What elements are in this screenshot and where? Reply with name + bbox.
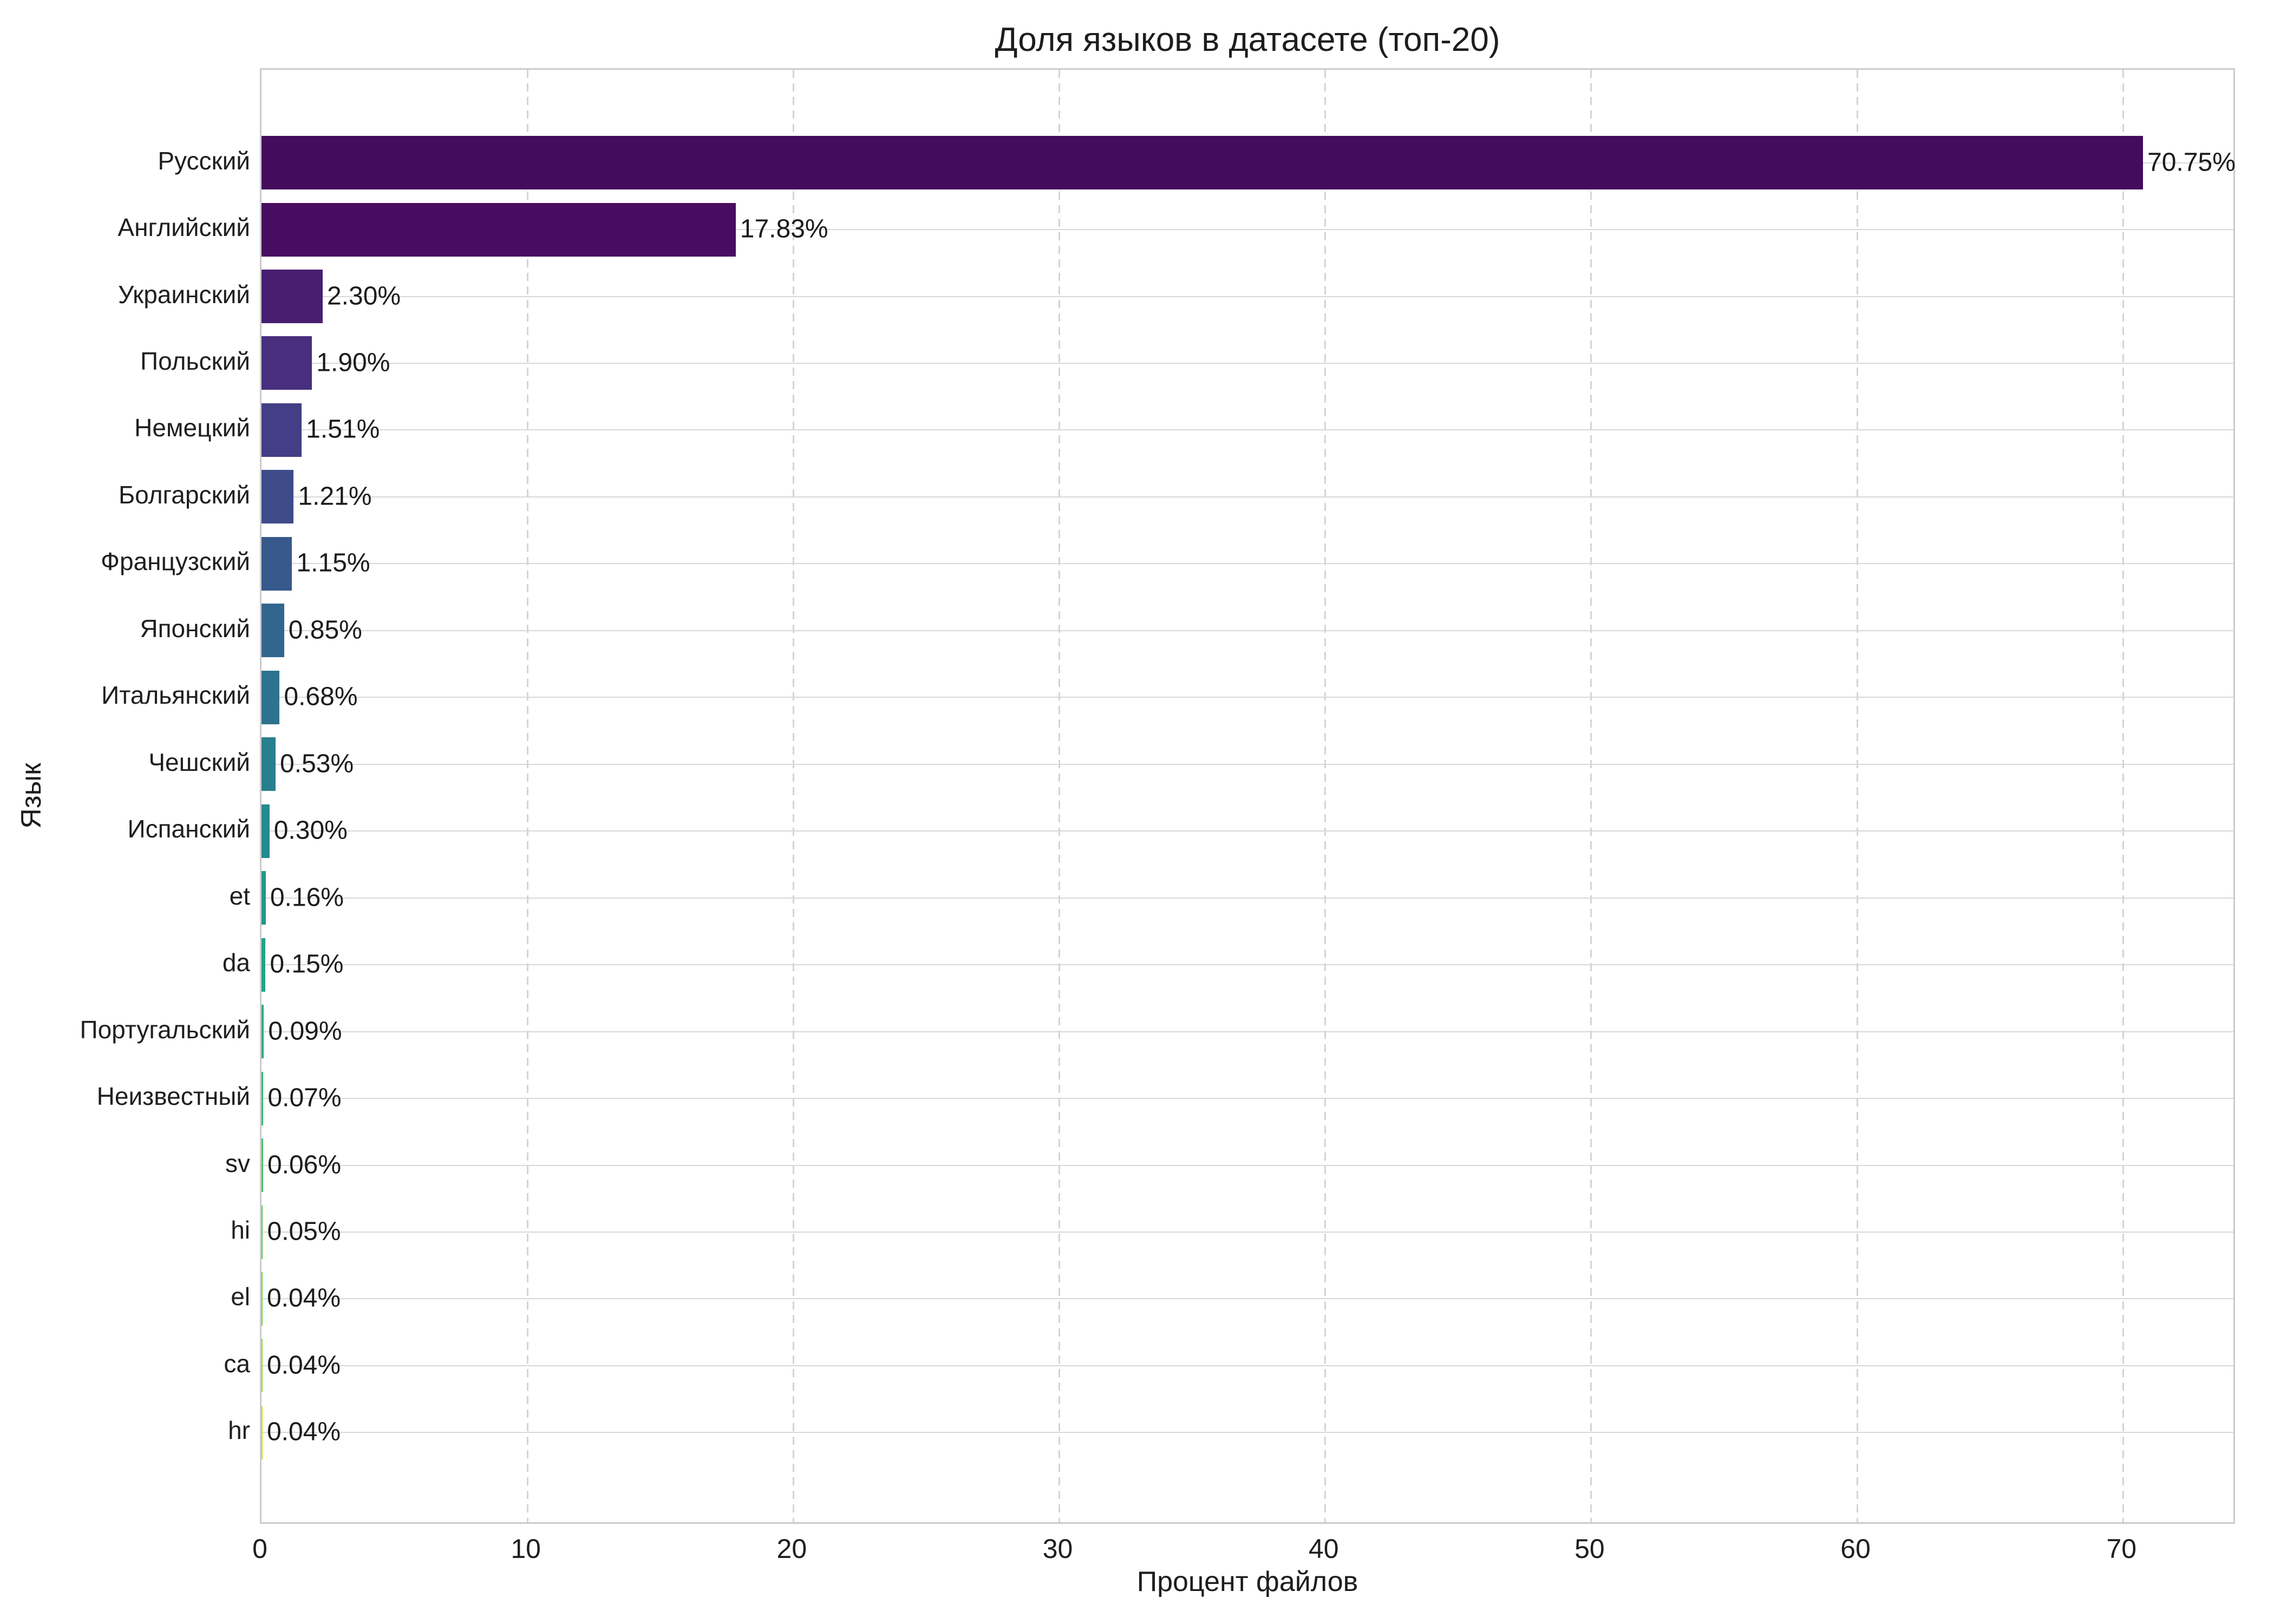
bar-Немецкий [262, 403, 302, 457]
bar-value-label: 1.90% [316, 348, 390, 377]
bar-Чешский [262, 737, 276, 791]
bar-value-label: 0.16% [270, 883, 344, 912]
bar-value-label: 0.04% [266, 1351, 341, 1380]
bar-el [262, 1272, 263, 1326]
gridline-row [262, 630, 2233, 631]
bar-value-label: 1.21% [298, 482, 372, 511]
bar-Неизвестный [262, 1071, 264, 1125]
bar-da [262, 938, 266, 992]
bar-Польский [262, 336, 312, 390]
bar-value-label: 0.53% [280, 749, 354, 778]
bar-et [262, 871, 266, 925]
bar-Украинский [262, 270, 323, 324]
y-tick-label-Русский: Русский [158, 146, 250, 175]
gridline-row [262, 229, 2233, 231]
gridline-row [262, 429, 2233, 431]
gridline-row [262, 1432, 2233, 1433]
bar-value-label: 0.04% [266, 1284, 341, 1313]
bar-value-label: 1.51% [306, 415, 380, 444]
y-tick-label-Португальский: Португальский [80, 1015, 250, 1044]
gridline-x-30 [1058, 70, 1061, 1522]
gridline-row [262, 1098, 2233, 1099]
y-tick-label-Чешский: Чешский [148, 748, 250, 776]
y-tick-label-el: el [231, 1282, 250, 1311]
bar-Французский [262, 536, 292, 591]
gridline-x-70 [2122, 70, 2124, 1522]
y-tick-label-Польский: Польский [140, 346, 250, 375]
bar-value-label: 0.15% [270, 949, 344, 979]
bar-value-label: 1.15% [296, 548, 370, 578]
bar-value-label: 0.30% [273, 816, 348, 845]
bar-value-label: 0.68% [284, 682, 358, 711]
bar-value-label: 70.75% [2147, 148, 2236, 177]
x-tick-label-70: 70 [2106, 1534, 2137, 1564]
y-tick-label-sv: sv [225, 1149, 250, 1177]
gridline-row [262, 362, 2233, 364]
gridline-row [262, 964, 2233, 966]
y-tick-label-hr: hr [228, 1416, 250, 1445]
chart-title: Доля языков в датасете (топ-20) [995, 21, 1500, 58]
y-tick-label-Немецкий: Немецкий [134, 414, 250, 442]
y-tick-label-da: da [222, 948, 250, 977]
bar-value-label: 0.05% [267, 1217, 341, 1246]
y-tick-label-Английский: Английский [117, 213, 250, 241]
gridline-row [262, 563, 2233, 565]
gridline-row [262, 763, 2233, 765]
plot-area: 70.75% 17.83% 2.30% 1.90% 1.51% 1.21% 1.15% 0.8… [260, 68, 2236, 1524]
x-axis-label: Процент файлов [1136, 1566, 1358, 1597]
bar-Болгарский [262, 470, 294, 524]
bar-Японский [262, 604, 284, 658]
bar-Португальский [262, 1005, 264, 1059]
gridline-row [262, 1298, 2233, 1300]
gridline-x-40 [1324, 70, 1327, 1522]
y-tick-label-Неизвестный: Неизвестный [96, 1082, 250, 1110]
bar-value-label: 0.09% [268, 1017, 342, 1046]
bar-hr [262, 1405, 263, 1459]
gridline-row [262, 897, 2233, 899]
bar-value-label: 17.83% [740, 214, 828, 244]
y-tick-label-Испанский: Испанский [127, 815, 250, 843]
y-tick-label-Украинский: Украинский [117, 280, 250, 309]
bar-hi [262, 1205, 263, 1259]
x-tick-label-50: 50 [1574, 1534, 1605, 1564]
bar-Русский [262, 136, 2144, 190]
y-tick-label-Японский: Японский [140, 614, 250, 643]
gridline-row [262, 697, 2233, 698]
y-tick-label-hi: hi [231, 1215, 250, 1244]
x-tick-label-20: 20 [776, 1534, 807, 1564]
y-tick-label-et: et [229, 881, 250, 910]
x-tick-label-60: 60 [1840, 1534, 1871, 1564]
y-tick-label-Болгарский: Болгарский [118, 480, 250, 509]
bar-value-label: 0.07% [267, 1083, 342, 1112]
gridline-row [262, 1232, 2233, 1233]
bar-value-label: 2.30% [326, 281, 401, 310]
gridline-x-10 [526, 70, 528, 1522]
gridline-x-50 [1590, 70, 1592, 1522]
x-tick-label-0: 0 [252, 1534, 267, 1564]
y-tick-label-ca: ca [224, 1349, 250, 1378]
y-tick-label-Итальянский: Итальянский [101, 681, 250, 710]
gridline-x-60 [1856, 70, 1858, 1522]
y-axis-label: Язык [16, 763, 47, 829]
bar-sv [262, 1138, 263, 1193]
bar-Английский [262, 202, 736, 257]
bar-value-label: 0.06% [267, 1150, 342, 1179]
y-tick-label-Французский: Французский [101, 547, 250, 576]
bar-value-label: 0.85% [288, 615, 362, 645]
gridline-row [262, 496, 2233, 497]
gridline-row [262, 830, 2233, 832]
gridline-row [262, 296, 2233, 297]
bar-ca [262, 1339, 263, 1393]
x-tick-label-30: 30 [1042, 1534, 1073, 1564]
gridline-row [262, 1031, 2233, 1032]
bar-value-label: 0.04% [266, 1417, 341, 1446]
x-tick-label-40: 40 [1308, 1534, 1339, 1564]
bar-Испанский [262, 804, 270, 858]
gridline-row [262, 1365, 2233, 1366]
bar-Итальянский [262, 670, 280, 724]
gridline-row [262, 1164, 2233, 1166]
gridline-x-20 [792, 70, 794, 1522]
x-tick-label-10: 10 [511, 1534, 541, 1564]
